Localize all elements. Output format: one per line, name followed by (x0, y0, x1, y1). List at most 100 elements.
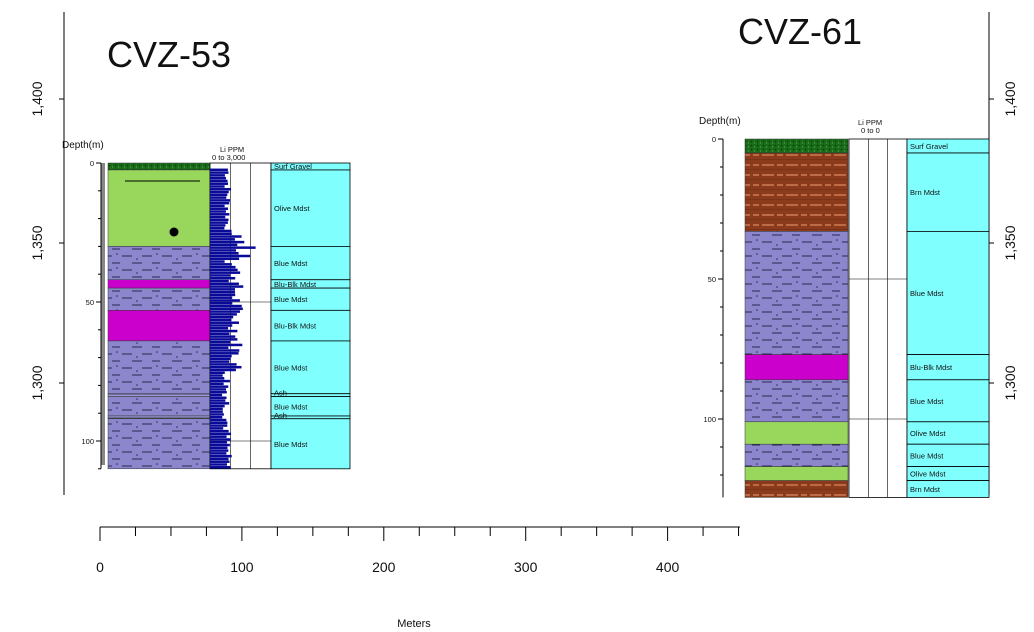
lithology-unit (107, 287, 211, 311)
well-right-log: Depth(m) Li PPM 0 to 0 0 50 100 Surf Grave… (699, 116, 990, 498)
li-bar (210, 193, 228, 197)
well-left-sample-dot (169, 227, 179, 237)
lithology-unit (107, 246, 211, 281)
li-bar (210, 215, 226, 219)
li-bar (210, 251, 239, 255)
li-bar (210, 179, 228, 183)
well-right-li-range: 0 to 0 (861, 126, 880, 135)
well-right-li-track (848, 138, 908, 498)
well-right-li-header: Li PPM (858, 118, 882, 127)
li-bar (210, 385, 229, 388)
li-bar (210, 421, 228, 425)
elevation-tick-label: 1,350 (29, 225, 45, 260)
lithology-unit (744, 443, 849, 467)
li-bar (210, 399, 226, 402)
li-bar (210, 174, 225, 177)
li-bar (210, 260, 225, 263)
unit-label-box (906, 354, 990, 381)
li-bar (210, 457, 229, 461)
li-bar (210, 182, 229, 185)
li-bar (210, 213, 230, 216)
li-bar (210, 229, 232, 233)
unit-label-box (906, 480, 990, 498)
unit-label-box (906, 379, 990, 423)
li-bar (210, 199, 231, 202)
elevation-tick-label: 1,400 (1002, 81, 1018, 116)
well-left-casing (101, 163, 105, 465)
li-bar (210, 271, 241, 274)
li-bar (210, 463, 228, 466)
li-bar (210, 441, 227, 444)
unit-label-box (270, 245, 351, 281)
well-right-depth-header: Depth(m) (699, 116, 741, 127)
unit-label-box (270, 309, 351, 342)
li-bar (210, 276, 236, 280)
distance-tick-label: 200 (372, 559, 396, 575)
right-elevation-ticks: 1,400 1,350 1,300 (989, 81, 1018, 401)
unit-label-box (906, 152, 990, 232)
depth-tick-label: 50 (86, 298, 94, 307)
li-bar (210, 390, 227, 394)
li-bar (210, 282, 239, 286)
unit-label-text: Blu-Blk Mdst (274, 322, 317, 331)
li-bar (210, 307, 243, 311)
depth-tick-label: 0 (90, 159, 94, 168)
li-bar (210, 379, 230, 383)
li-bar (210, 171, 229, 174)
li-bar (210, 168, 228, 172)
depth-tick-label: 0 (712, 135, 716, 144)
unit-label-text: Olive Mdst (910, 429, 946, 438)
well-right-lithology-column (744, 138, 849, 498)
li-bar (210, 418, 227, 422)
left-elevation-ticks: 1,400 1,350 1,300 (29, 81, 64, 401)
distance-axis: 0 100 200 300 400 (96, 526, 740, 575)
unit-label-text: Blue Mdst (274, 440, 308, 449)
li-bar (210, 365, 242, 369)
li-bar (210, 443, 230, 447)
well-left-li-header: Li PPM (220, 145, 244, 154)
li-bar (210, 226, 225, 230)
li-bar (210, 357, 231, 361)
elevation-tick-label: 1,300 (29, 365, 45, 400)
li-bar (210, 354, 232, 358)
li-bar (210, 274, 231, 277)
lithology-unit (744, 466, 849, 481)
lithology-unit (107, 169, 211, 247)
well-left-log: Depth(m) Li PPM 0 to 3,000 0 50 100 Surf G… (62, 140, 351, 470)
li-bar (210, 268, 238, 272)
lithology-unit (744, 152, 849, 232)
li-bar (210, 293, 236, 297)
li-bar (210, 368, 236, 372)
lithology-unit (744, 138, 849, 154)
lithology-unit (744, 379, 849, 423)
li-bar (210, 279, 229, 283)
li-bar (210, 310, 240, 313)
li-bar (210, 176, 226, 180)
lithology-unit (107, 162, 211, 171)
li-bar (210, 201, 230, 205)
li-bar (210, 438, 231, 441)
lithology-unit (107, 340, 211, 394)
elevation-tick-label: 1,350 (1002, 225, 1018, 260)
li-bar (210, 185, 225, 188)
lithology-unit (107, 415, 211, 420)
depth-tick-label: 100 (703, 415, 716, 424)
lithology-unit (744, 354, 849, 381)
well-right-depth-axis: 0 50 100 (703, 135, 724, 498)
distance-tick-label: 300 (514, 559, 538, 575)
li-bar (210, 452, 227, 455)
unit-label-text: Blue Mdst (910, 397, 944, 406)
li-bar (210, 393, 223, 397)
elevation-tick-label: 1,400 (29, 81, 45, 116)
distance-tick-label: 0 (96, 559, 104, 575)
unit-label-text: Surf Gravel (274, 162, 312, 171)
well-left-depth-axis: 0 50 100 (81, 159, 102, 470)
lithology-unit (744, 231, 849, 355)
well-left-li-range: 0 to 3,000 (212, 153, 245, 162)
unit-label-text: Blue Mdst (910, 451, 944, 460)
unit-label-text: Olive Mdst (910, 470, 946, 479)
li-bar (210, 263, 232, 266)
li-bar (210, 340, 231, 344)
